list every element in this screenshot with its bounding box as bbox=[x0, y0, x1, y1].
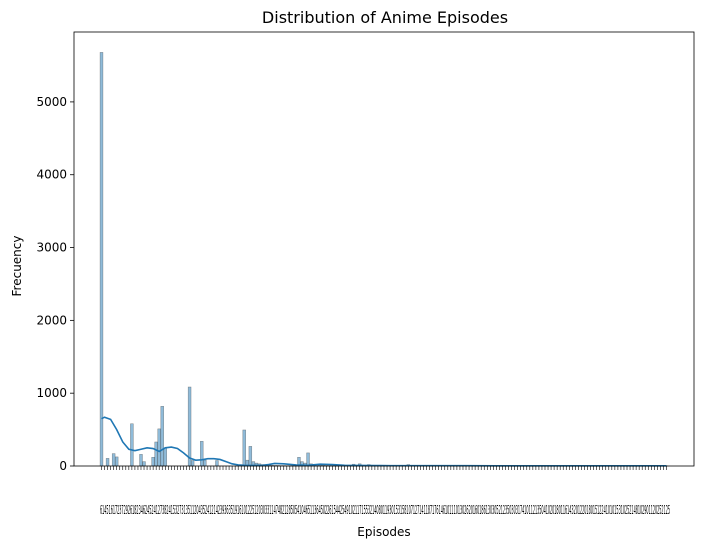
y-tick-label: 2000 bbox=[36, 313, 67, 327]
bar bbox=[215, 460, 219, 467]
bar bbox=[154, 441, 158, 467]
bar bbox=[200, 440, 204, 467]
bar bbox=[306, 452, 310, 467]
bar bbox=[99, 52, 104, 467]
x-axis bbox=[101, 466, 667, 470]
bar bbox=[105, 458, 110, 467]
bar bbox=[130, 423, 134, 467]
kde-line bbox=[101, 416, 667, 467]
bar bbox=[157, 428, 161, 467]
bar bbox=[139, 454, 143, 467]
bar bbox=[114, 456, 119, 467]
bar bbox=[151, 457, 155, 467]
y-tick-label: 4000 bbox=[36, 168, 67, 182]
bar bbox=[203, 459, 207, 467]
bar bbox=[111, 453, 116, 467]
plot-frame bbox=[73, 31, 695, 467]
x-axis-label: Episodes bbox=[357, 525, 410, 539]
y-tick-label: 0 bbox=[59, 459, 67, 473]
y-tick-label: 5000 bbox=[36, 95, 67, 109]
bar bbox=[142, 461, 146, 467]
bar bbox=[163, 447, 167, 467]
bar bbox=[242, 429, 246, 467]
bar bbox=[187, 386, 192, 467]
bar bbox=[160, 406, 164, 467]
plot-area: 0 1000 2000 3000 4000 5000 bbox=[36, 31, 695, 473]
y-axis: 0 1000 2000 3000 4000 5000 bbox=[36, 95, 74, 473]
bars bbox=[99, 52, 669, 467]
bar bbox=[248, 446, 253, 467]
x-tick-labels: 6145161723729261823462452412738241532731… bbox=[100, 503, 670, 517]
y-tick-label: 1000 bbox=[36, 386, 67, 400]
y-axis-label: Frecuency bbox=[10, 236, 24, 297]
y-tick-label: 3000 bbox=[36, 241, 67, 255]
bar bbox=[190, 460, 195, 467]
chart-title: Distribution of Anime Episodes bbox=[262, 8, 508, 27]
